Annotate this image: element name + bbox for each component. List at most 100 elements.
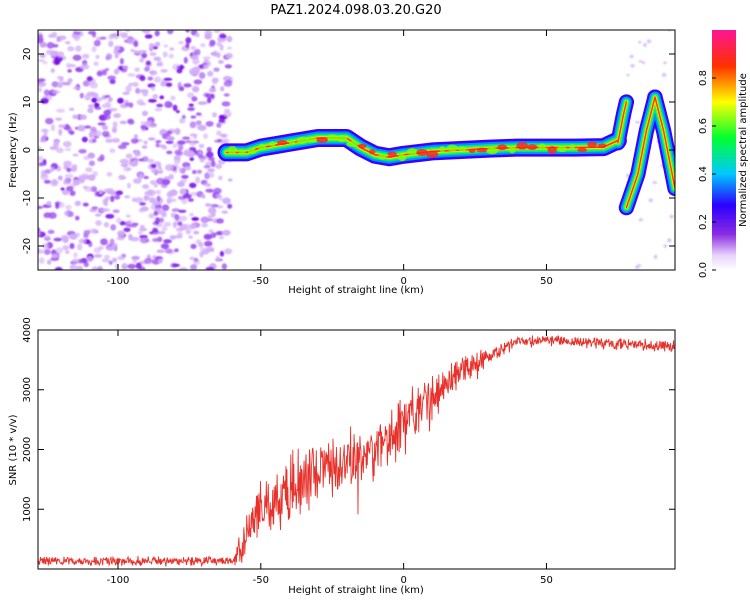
noise-speckle bbox=[181, 114, 186, 120]
noise-speckle bbox=[204, 30, 213, 37]
noise-speckle bbox=[154, 30, 160, 37]
noise-speckle bbox=[77, 124, 86, 132]
noise-speckle bbox=[156, 249, 165, 254]
noise-speckle bbox=[219, 34, 227, 39]
spectrogram-ytick-label: 0 bbox=[22, 147, 33, 153]
noise-speckle bbox=[132, 159, 138, 165]
ridge-blob bbox=[446, 144, 458, 152]
noise-speckle bbox=[198, 149, 204, 155]
noise-speckle bbox=[116, 236, 125, 241]
noise-speckle bbox=[131, 255, 140, 261]
noise-speckle bbox=[215, 193, 222, 199]
noise-speckle bbox=[226, 76, 234, 80]
noise-speckle bbox=[72, 114, 78, 119]
spectrogram-ylabel: Frequency (Hz) bbox=[8, 112, 19, 188]
noise-speckle bbox=[638, 60, 643, 63]
noise-speckle bbox=[638, 218, 644, 222]
noise-speckle bbox=[203, 233, 213, 240]
noise-speckle bbox=[206, 97, 212, 104]
noise-speckle bbox=[47, 229, 55, 235]
noise-speckle bbox=[219, 86, 225, 92]
noise-speckle bbox=[126, 167, 132, 171]
noise-speckle bbox=[204, 240, 213, 247]
noise-speckle bbox=[58, 124, 66, 128]
spectrogram-ytick-label: 10 bbox=[22, 96, 33, 109]
noise-speckle bbox=[189, 212, 194, 217]
noise-speckle bbox=[103, 188, 111, 194]
noise-speckle bbox=[101, 103, 109, 109]
ridge-blob bbox=[398, 154, 407, 162]
noise-speckle bbox=[212, 112, 218, 118]
noise-speckle bbox=[101, 130, 110, 137]
noise-speckle bbox=[162, 51, 168, 58]
noise-speckle bbox=[158, 217, 165, 223]
noise-speckle bbox=[89, 82, 98, 89]
noise-speckle bbox=[50, 68, 55, 73]
noise-speckle bbox=[43, 212, 51, 219]
noise-speckle bbox=[134, 150, 139, 157]
noise-speckle bbox=[113, 113, 121, 119]
noise-speckle bbox=[144, 34, 153, 39]
noise-speckle bbox=[85, 167, 93, 173]
snr-ytick-label: 3000 bbox=[22, 377, 33, 402]
ridge-blob bbox=[426, 150, 439, 158]
noise-speckle bbox=[73, 31, 81, 35]
noise-speckle bbox=[179, 188, 187, 195]
noise-speckle bbox=[183, 223, 191, 230]
noise-speckle bbox=[133, 134, 139, 140]
noise-speckle bbox=[106, 53, 113, 60]
noise-speckle bbox=[91, 138, 97, 143]
ridge-blob bbox=[406, 148, 418, 156]
noise-speckle bbox=[182, 136, 191, 140]
noise-speckle bbox=[172, 143, 178, 149]
noise-speckle bbox=[56, 51, 65, 58]
snr-ytick-label: 4000 bbox=[22, 317, 33, 342]
noise-speckle bbox=[40, 173, 49, 180]
ridge-blob bbox=[306, 137, 318, 143]
noise-speckle bbox=[98, 189, 104, 195]
noise-speckle bbox=[653, 254, 658, 259]
noise-speckle bbox=[205, 120, 214, 127]
noise-speckle bbox=[91, 228, 98, 234]
noise-speckle bbox=[192, 58, 200, 65]
noise-speckle bbox=[177, 140, 186, 145]
spectrogram-ytick-label: -10 bbox=[22, 190, 33, 206]
noise-speckle bbox=[76, 243, 83, 251]
noise-speckle bbox=[108, 40, 114, 48]
noise-speckle bbox=[38, 155, 44, 162]
noise-speckle bbox=[132, 259, 137, 264]
noise-speckle bbox=[112, 257, 118, 263]
noise-speckle bbox=[158, 166, 163, 174]
noise-speckle bbox=[215, 163, 223, 170]
noise-speckle bbox=[144, 120, 153, 126]
noise-speckle bbox=[121, 263, 128, 270]
snr-ylabel: SNR (10 * v/v) bbox=[8, 414, 19, 485]
ridge-blob bbox=[346, 140, 359, 148]
noise-speckle bbox=[112, 209, 120, 214]
noise-speckle bbox=[65, 211, 71, 217]
noise-speckle bbox=[198, 241, 204, 248]
noise-speckle bbox=[56, 76, 62, 80]
noise-speckle bbox=[65, 204, 72, 210]
noise-speckle bbox=[54, 266, 63, 270]
noise-speckle bbox=[206, 183, 211, 187]
noise-speckle bbox=[221, 101, 231, 107]
noise-speckle bbox=[149, 70, 158, 76]
noise-speckle bbox=[155, 189, 162, 195]
noise-speckle bbox=[52, 90, 61, 94]
noise-speckle bbox=[216, 122, 222, 128]
noise-speckle bbox=[194, 32, 200, 38]
noise-speckle bbox=[72, 54, 82, 61]
noise-speckle bbox=[182, 193, 192, 199]
noise-speckle bbox=[40, 97, 49, 104]
noise-speckle bbox=[46, 259, 52, 265]
noise-speckle bbox=[92, 171, 99, 177]
noise-speckle bbox=[143, 194, 149, 202]
noise-speckle bbox=[63, 160, 72, 168]
noise-speckle bbox=[38, 145, 42, 151]
spectrogram-noise bbox=[38, 30, 674, 270]
colorbar-tick-label: 0.8 bbox=[698, 70, 709, 86]
noise-speckle bbox=[208, 156, 215, 161]
noise-speckle bbox=[203, 133, 209, 139]
noise-speckle bbox=[83, 261, 89, 268]
